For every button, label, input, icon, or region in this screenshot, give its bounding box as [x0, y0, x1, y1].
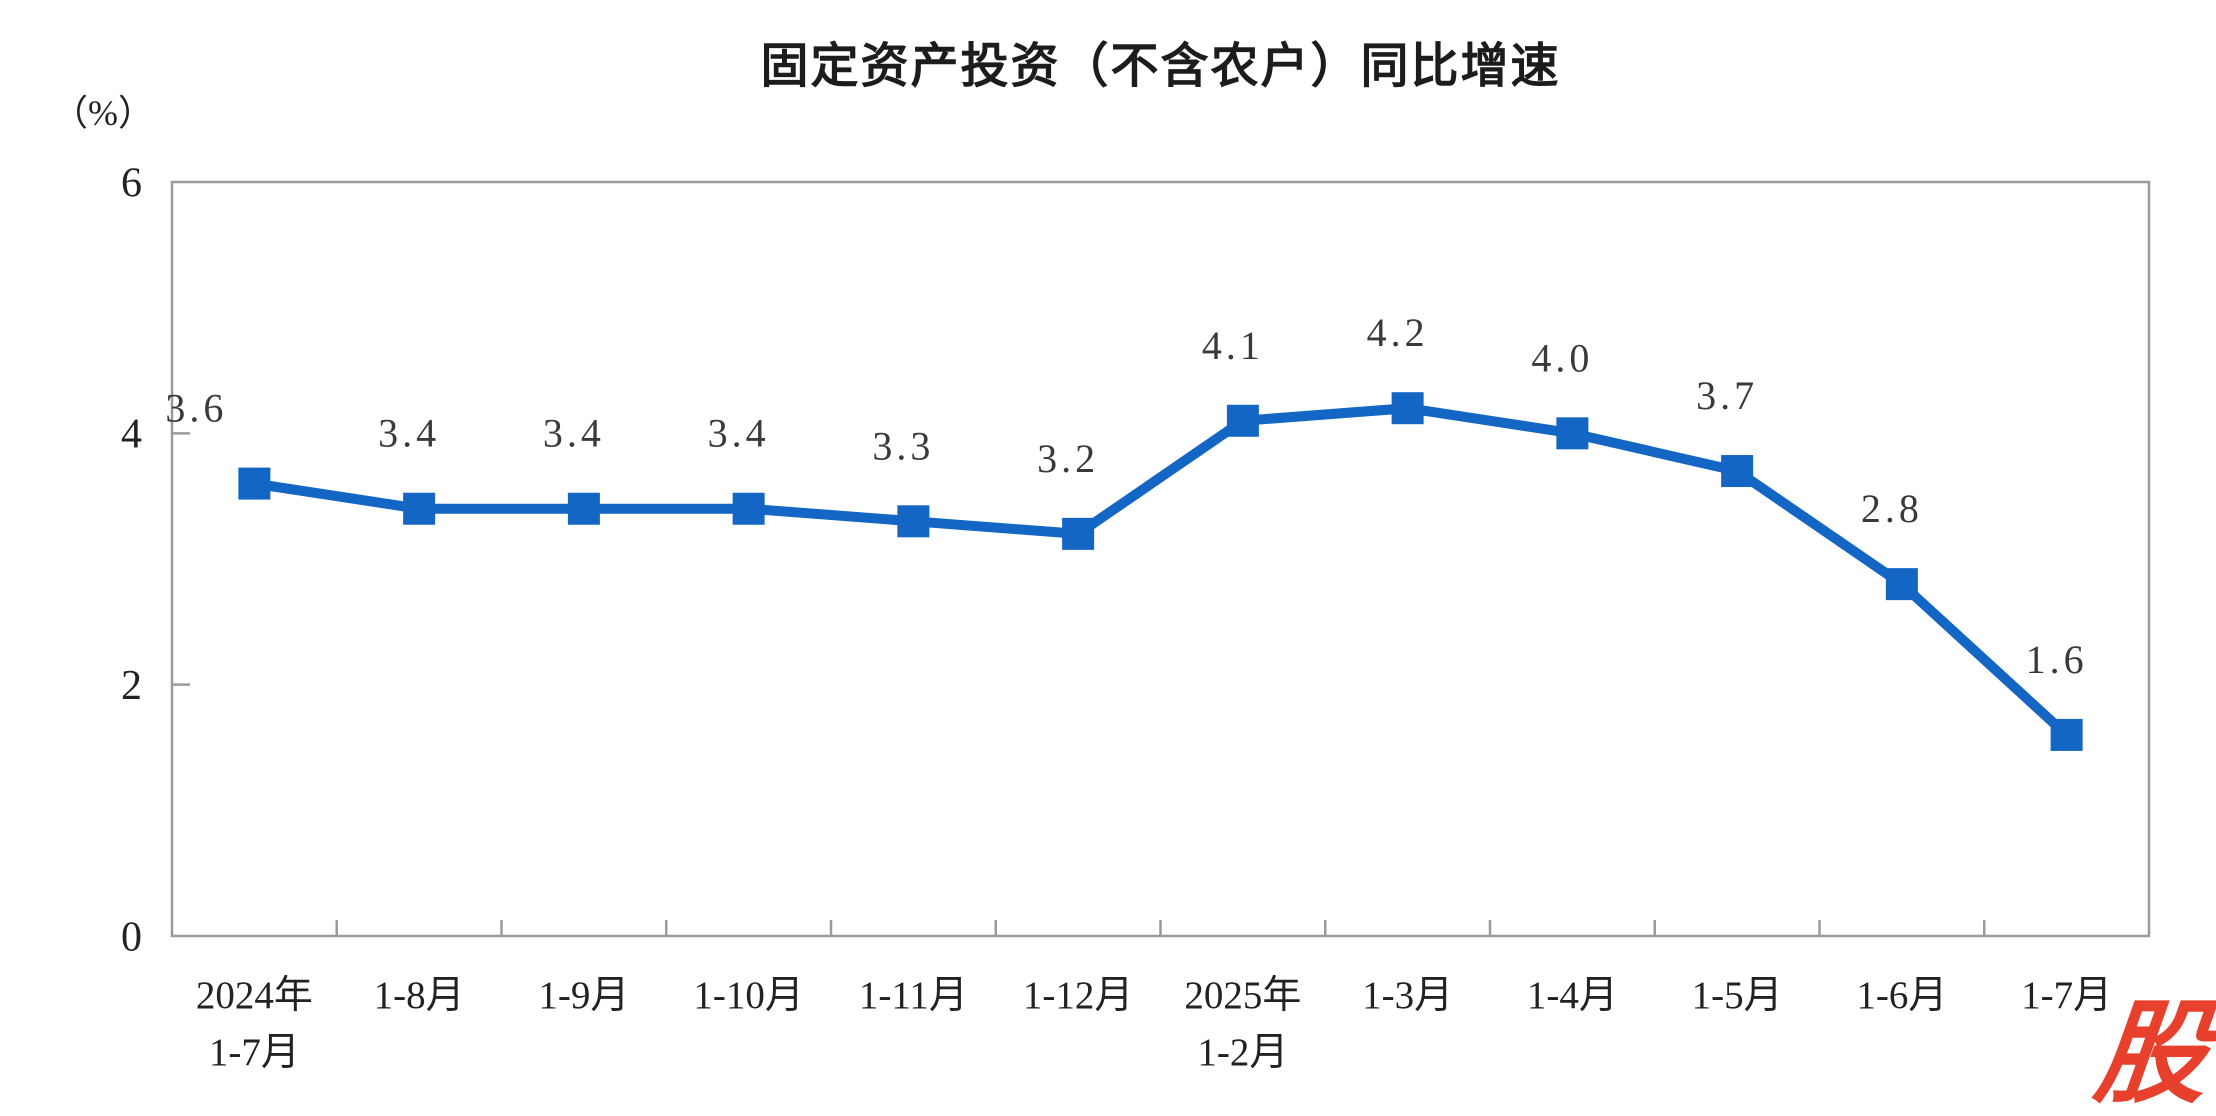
data-point-marker	[1721, 455, 1754, 488]
watermark-logo: 股	[2089, 991, 2215, 1116]
y-axis-label: 2	[121, 663, 142, 709]
data-label: 1.6	[2026, 637, 2088, 682]
data-point-marker	[2050, 718, 2083, 751]
data-label: 4.2	[1367, 310, 1429, 355]
data-label: 3.3	[872, 423, 934, 468]
x-axis-label: 2025年	[1184, 974, 1301, 1017]
data-label: 3.2	[1037, 436, 1099, 481]
x-axis-label: 1-5月	[1692, 974, 1783, 1017]
data-point-marker	[1391, 392, 1424, 425]
data-label: 4.0	[1531, 335, 1593, 380]
x-axis-label: 1-2月	[1197, 1031, 1288, 1074]
plot-border	[170, 180, 2151, 938]
x-axis-label: 1-12月	[1023, 974, 1134, 1017]
data-label: 3.4	[543, 411, 605, 456]
data-point-marker	[238, 467, 271, 500]
data-point-marker	[1556, 417, 1589, 450]
series-line	[253, 403, 2071, 739]
x-axis-label: 1-6月	[1856, 974, 1947, 1017]
data-label: 2.8	[1861, 486, 1923, 531]
data-point-marker	[1885, 568, 1918, 601]
y-axis-label: 6	[121, 160, 142, 206]
x-axis-label: 1-11月	[859, 974, 968, 1017]
data-point-marker	[567, 492, 600, 525]
y-axis-unit-label: （%）	[52, 93, 154, 133]
data-point-marker	[732, 492, 765, 525]
x-axis-label: 1-9月	[538, 974, 629, 1017]
data-point-marker	[897, 505, 930, 538]
y-axis-label: 4	[121, 412, 142, 458]
data-point-marker	[403, 492, 436, 525]
data-label: 3.4	[708, 411, 770, 456]
x-axis-label: 1-10月	[693, 974, 804, 1017]
y-axis-label: 0	[121, 914, 142, 960]
x-axis-label: 1-3月	[1362, 974, 1453, 1017]
data-point-marker	[1226, 404, 1259, 437]
data-point-marker	[1062, 517, 1095, 550]
chart-title: 固定资产投资（不含农户）同比增速	[760, 40, 1561, 93]
x-axis-label: 1-7月	[209, 1031, 300, 1074]
x-axis-label: 1-8月	[374, 974, 465, 1017]
data-label: 3.4	[378, 411, 440, 456]
data-label: 3.6	[165, 386, 227, 431]
data-label: 3.7	[1696, 373, 1758, 418]
x-axis-label: 1-4月	[1527, 974, 1618, 1017]
x-axis-label: 1-7月	[2021, 974, 2112, 1017]
data-label: 4.1	[1202, 323, 1264, 368]
x-axis-label: 2024年	[196, 974, 313, 1017]
